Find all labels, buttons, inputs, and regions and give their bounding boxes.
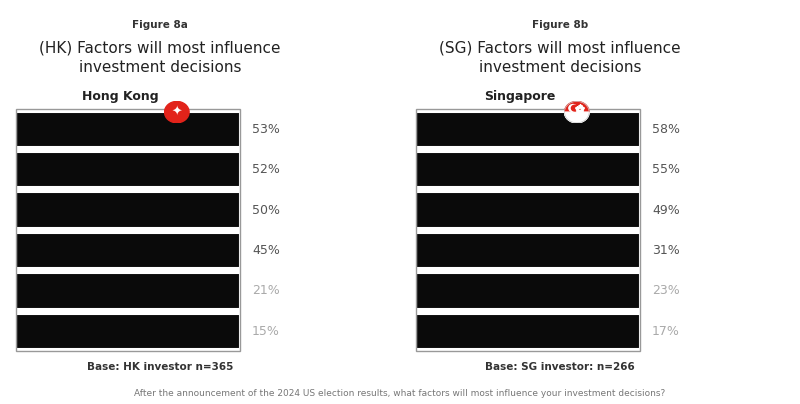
FancyBboxPatch shape — [416, 192, 640, 228]
FancyBboxPatch shape — [16, 152, 240, 187]
Text: 50%: 50% — [252, 204, 280, 217]
Text: Base: HK investor n=365: Base: HK investor n=365 — [87, 362, 233, 372]
FancyBboxPatch shape — [16, 233, 240, 268]
Wedge shape — [565, 112, 589, 123]
Text: Singapore: Singapore — [484, 90, 556, 103]
Text: Figure 8b: Figure 8b — [532, 20, 588, 30]
FancyBboxPatch shape — [416, 233, 640, 268]
FancyBboxPatch shape — [416, 112, 640, 147]
Text: 45%: 45% — [252, 244, 280, 257]
Circle shape — [569, 105, 577, 112]
FancyBboxPatch shape — [416, 152, 640, 187]
Text: After the announcement of the 2024 US election results, what factors will most i: After the announcement of the 2024 US el… — [134, 389, 666, 398]
FancyBboxPatch shape — [16, 192, 240, 228]
Text: (HK) Factors will most influence
investment decisions: (HK) Factors will most influence investm… — [39, 40, 281, 75]
Text: Figure 8a: Figure 8a — [132, 20, 188, 30]
Text: 49%: 49% — [652, 204, 680, 217]
Text: (SG) Factors will most influence
investment decisions: (SG) Factors will most influence investm… — [439, 40, 681, 75]
Text: 31%: 31% — [652, 244, 680, 257]
Circle shape — [165, 101, 189, 123]
Text: 15%: 15% — [252, 325, 280, 338]
Circle shape — [571, 105, 578, 111]
Text: ✦: ✦ — [171, 105, 182, 119]
Text: 21%: 21% — [252, 284, 280, 297]
FancyBboxPatch shape — [416, 273, 640, 309]
Text: 17%: 17% — [652, 325, 680, 338]
Text: Hong Kong: Hong Kong — [82, 90, 158, 103]
FancyBboxPatch shape — [16, 273, 240, 309]
Wedge shape — [565, 101, 589, 112]
Text: Base: SG investor: n=266: Base: SG investor: n=266 — [485, 362, 635, 372]
FancyBboxPatch shape — [416, 314, 640, 349]
Text: 58%: 58% — [652, 123, 680, 136]
Text: 53%: 53% — [252, 123, 280, 136]
Text: 52%: 52% — [252, 163, 280, 176]
Circle shape — [565, 101, 589, 123]
FancyBboxPatch shape — [16, 314, 240, 349]
Text: 23%: 23% — [652, 284, 680, 297]
FancyBboxPatch shape — [16, 112, 240, 147]
Text: 55%: 55% — [652, 163, 680, 176]
